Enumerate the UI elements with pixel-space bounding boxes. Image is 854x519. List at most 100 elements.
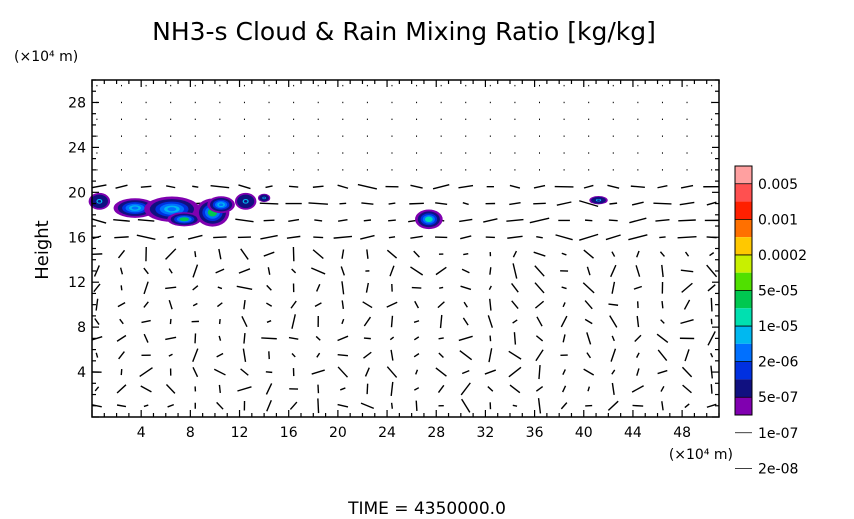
wind-vector <box>461 268 470 274</box>
wind-vector <box>489 298 492 311</box>
wind-vector <box>587 386 591 392</box>
wind-vector <box>636 368 640 376</box>
wind-vector <box>117 302 126 308</box>
wind-vector <box>586 266 591 276</box>
wind-vector <box>238 184 251 190</box>
wind-vector <box>413 250 420 258</box>
wind-vector <box>357 183 378 190</box>
wind-vector <box>583 249 594 259</box>
colorbar-swatch <box>735 326 752 344</box>
wind-vector <box>241 315 248 328</box>
wind-vector <box>611 382 615 395</box>
wind-vector <box>487 315 494 328</box>
wind-vector <box>192 285 199 291</box>
wind-vector <box>413 320 420 323</box>
wind-vector <box>167 403 175 408</box>
wind-vector <box>312 249 324 260</box>
wind-vector <box>536 236 543 239</box>
wind-vector <box>509 184 521 189</box>
wind-vector <box>313 236 324 239</box>
x-tick-label: 44 <box>624 425 642 441</box>
wind-vector <box>561 385 567 393</box>
wind-vector <box>489 267 492 275</box>
wind-vector <box>636 250 640 258</box>
colorbar-swatch <box>735 254 752 273</box>
wind-vector <box>460 382 471 396</box>
wind-vector <box>684 251 690 257</box>
wind-vector <box>266 302 273 307</box>
wind-vector <box>266 284 272 291</box>
wind-vector <box>484 369 497 375</box>
colorbar-swatch <box>735 201 752 220</box>
wind-vector <box>311 369 325 375</box>
wind-vector <box>410 266 424 276</box>
wind-vector <box>92 336 103 341</box>
wind-vector <box>143 333 149 343</box>
wind-vector <box>116 384 127 394</box>
wind-vector <box>314 302 322 308</box>
wind-vector <box>586 352 592 359</box>
wind-vector <box>339 387 346 391</box>
wind-vector <box>215 268 225 274</box>
wind-vector <box>242 348 247 362</box>
wind-vector <box>506 218 524 222</box>
wind-vector <box>141 319 151 324</box>
wind-vector <box>386 249 398 259</box>
wind-vector <box>338 218 348 222</box>
wind-vector <box>140 185 152 188</box>
y-tick-label: 16 <box>68 230 86 246</box>
wind-vector <box>462 317 469 326</box>
colorbar-swatch <box>735 308 752 327</box>
wind-vector <box>534 282 545 294</box>
x-tick-label: 20 <box>329 425 347 441</box>
wind-vector <box>656 333 669 344</box>
colorbar-swatch <box>735 166 752 184</box>
wind-vector <box>291 353 296 358</box>
wind-vector <box>438 352 444 358</box>
wind-vector <box>409 202 424 205</box>
wind-vector <box>192 185 199 188</box>
wind-vector <box>390 349 394 361</box>
wind-vector <box>512 250 518 258</box>
wind-vector <box>263 219 275 222</box>
colorbar-swatch <box>735 183 752 202</box>
wind-vector <box>661 264 664 278</box>
cloud-blob <box>167 207 177 212</box>
wind-vector <box>213 236 227 239</box>
wind-vector <box>605 234 621 241</box>
wind-vector <box>137 219 155 222</box>
wind-vector <box>390 381 394 397</box>
wind-vector <box>388 202 396 205</box>
wind-vector <box>657 349 668 361</box>
wind-vector <box>458 184 474 189</box>
wind-vector <box>562 334 566 343</box>
wind-vector <box>337 184 349 189</box>
wind-vector <box>437 301 445 309</box>
wind-vector <box>435 202 448 205</box>
cloud-blob <box>426 217 432 221</box>
wind-vector <box>586 332 592 345</box>
wind-vector <box>459 218 473 223</box>
wind-vector <box>364 367 370 377</box>
wind-vector <box>534 300 545 309</box>
wind-vector <box>631 201 644 206</box>
wind-vector <box>388 236 396 239</box>
wind-vector <box>168 353 173 357</box>
wind-vector <box>143 404 149 408</box>
wind-vector <box>607 184 620 189</box>
cloud-blob <box>131 206 139 210</box>
wind-vector <box>216 352 224 358</box>
wind-vector <box>363 316 372 327</box>
wind-vector <box>611 251 616 257</box>
wind-vector <box>216 401 224 410</box>
wind-vector <box>533 251 546 257</box>
wind-vector <box>266 400 272 412</box>
wind-vector <box>315 335 321 341</box>
y-tick-label: 12 <box>68 275 86 291</box>
wind-vector <box>410 184 423 189</box>
wind-vector <box>632 404 644 407</box>
wind-vector <box>194 251 197 258</box>
wind-vector <box>661 300 664 309</box>
wind-vector <box>240 368 249 376</box>
wind-vector <box>118 351 125 360</box>
